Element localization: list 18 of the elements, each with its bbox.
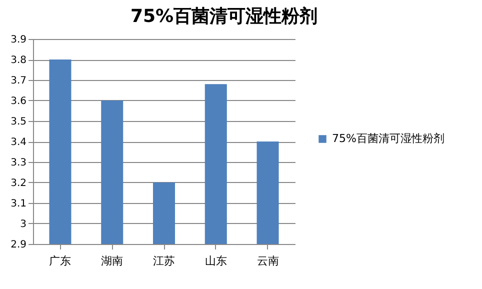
x-tick-label: 湖南 bbox=[101, 254, 124, 268]
y-tick-label: 3.1 bbox=[10, 198, 26, 210]
y-tick-label: 3.7 bbox=[10, 76, 26, 86]
y-tick-label: 3 bbox=[20, 219, 26, 230]
x-tick-label: 云南 bbox=[256, 254, 279, 268]
chart-title: 75%百菌清可湿性粉剂 bbox=[130, 6, 318, 27]
y-tick-label: 3.9 bbox=[10, 34, 26, 46]
y-tick-label: 3.6 bbox=[10, 96, 26, 107]
y-tick-label: 2.9 bbox=[10, 240, 26, 250]
y-tick-label: 3.4 bbox=[10, 137, 26, 148]
y-tick-label: 3.5 bbox=[10, 116, 26, 128]
x-tick-label: 山东 bbox=[204, 254, 227, 268]
legend-label: 75%百菌清可湿性粉剂 bbox=[332, 132, 444, 145]
y-tick-label: 3.8 bbox=[10, 55, 26, 66]
y-tick-label: 3.3 bbox=[10, 158, 26, 168]
x-tick-label: 广东 bbox=[49, 254, 72, 268]
x-tick-label: 江苏 bbox=[153, 254, 175, 268]
y-tick-label: 3.2 bbox=[10, 178, 26, 189]
